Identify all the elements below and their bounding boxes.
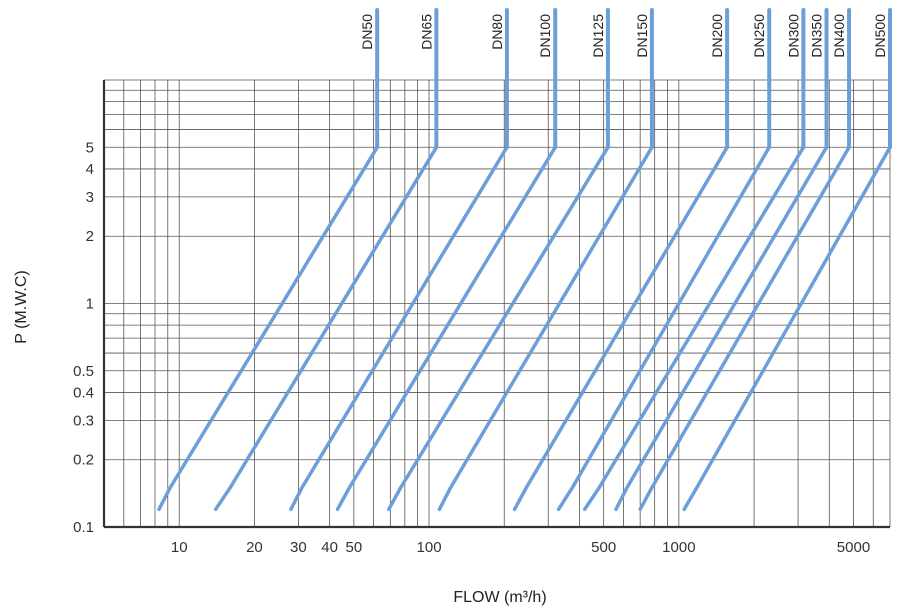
series-label-dn400: DN400 (831, 14, 847, 58)
series-curve-dn300 (582, 145, 806, 512)
y-tick-label: 2 (86, 228, 94, 245)
series-label-dn150: DN150 (634, 14, 650, 58)
grid (103, 79, 891, 528)
series-label-dn300: DN300 (785, 14, 801, 58)
y-tick-label: 4 (86, 161, 94, 178)
x-tick-label: 1000 (662, 539, 695, 556)
axes (102, 80, 890, 529)
series-curve-dn80 (289, 145, 509, 512)
x-tick-label: 5000 (837, 539, 870, 556)
y-tick-label: 0.2 (73, 452, 94, 469)
series-label-dn65: DN65 (418, 14, 434, 50)
series-curve-dn100 (335, 145, 557, 512)
series-curve-dn150 (437, 145, 654, 512)
x-tick-label: 500 (591, 539, 616, 556)
y-tick-label: 5 (86, 139, 94, 156)
x-tick-label: 50 (345, 539, 362, 556)
series-curve-dn125 (387, 145, 610, 512)
series-label-dn250: DN250 (751, 14, 767, 58)
x-tick-label: 10 (171, 539, 188, 556)
series-curve-dn400 (638, 145, 851, 512)
x-tick-label: 30 (290, 539, 307, 556)
series-curve-dn350 (614, 145, 829, 512)
series-label-dn200: DN200 (709, 14, 725, 58)
tick-labels: 10 20 30 40 50 100 500 1000 5000 0.1 0.2 0.3 0.4 0.5 1… (73, 139, 870, 556)
series-label-dn50: DN50 (359, 14, 375, 50)
y-tick-label: 0.3 (73, 412, 94, 429)
series-labels: DN50 DN65 DN80 DN100 DN125 DN150 DN200 DN250 DN3… (359, 14, 888, 58)
series-label-dn500: DN500 (872, 14, 888, 58)
y-tick-label: 1 (86, 296, 94, 313)
series-curve-dn200 (512, 145, 729, 512)
series-curve-dn50 (157, 145, 379, 512)
y-tick-label: 3 (86, 189, 94, 206)
y-tick-label: 0.4 (73, 384, 94, 401)
series-curve-dn250 (556, 145, 771, 512)
series-curve-dn500 (682, 145, 892, 512)
x-tick-label: 40 (321, 539, 338, 556)
y-tick-label: 0.1 (73, 519, 94, 536)
series-label-dn100: DN100 (537, 14, 553, 58)
series-curves (157, 8, 892, 512)
x-axis-title: FLOW (m³/h) (453, 589, 546, 606)
series-label-dn350: DN350 (809, 14, 825, 58)
y-axis-title: P (M.W.C) (13, 270, 30, 343)
y-tick-label: 0.5 (73, 363, 94, 380)
series-label-dn80: DN80 (489, 14, 505, 50)
x-tick-label: 100 (417, 539, 442, 556)
x-tick-label: 20 (246, 539, 263, 556)
series-curve-dn65 (213, 145, 439, 512)
series-label-dn125: DN125 (590, 14, 606, 58)
